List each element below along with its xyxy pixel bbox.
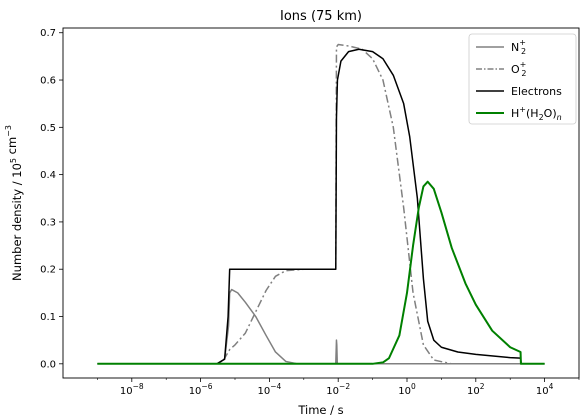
x-tick-label: 10−4 xyxy=(258,382,282,397)
legend-label: Electrons xyxy=(511,85,562,98)
y-tick-label: 0.3 xyxy=(40,217,56,228)
y-tick-label: 0.4 xyxy=(40,170,56,181)
y-tick-label: 0.1 xyxy=(40,312,56,323)
legend-label: O+ 2 xyxy=(511,60,526,78)
series-line-2 xyxy=(97,43,545,365)
legend-label: N+ 2 xyxy=(511,38,526,56)
y-tick-label: 0.7 xyxy=(40,28,56,39)
x-tick-label: 10−6 xyxy=(189,382,213,397)
y-axis-label: Number density / 105 cm−3 xyxy=(4,125,24,281)
y-tick-label: 0.6 xyxy=(40,76,56,87)
legend-label: H+(H2O)n xyxy=(511,105,562,122)
y-tick-label: 0.0 xyxy=(40,359,56,370)
x-tick-label: 104 xyxy=(536,382,554,397)
chart-title: Ions (75 km) xyxy=(280,9,362,24)
plot-area: 10−8 10−6 10−4 10−2 100 102 104 0.0 0.1 0.2 0.3 0.4… xyxy=(40,27,580,397)
x-tick-label: 100 xyxy=(398,382,416,397)
x-tick-label: 102 xyxy=(467,382,485,397)
x-axis-label: Time / s xyxy=(297,403,343,417)
series-line-4 xyxy=(97,180,545,365)
legend: N+ 2 O+ 2 Electrons H+(H2O)n xyxy=(468,33,577,125)
plot-frame xyxy=(62,27,580,379)
y-tick-label: 0.2 xyxy=(40,265,56,276)
y-tick-label: 0.5 xyxy=(40,123,56,134)
series-line-3 xyxy=(97,48,545,365)
x-tick-label: 10−2 xyxy=(326,382,350,397)
series-line-1 xyxy=(97,288,545,365)
legend-box xyxy=(468,33,577,125)
x-tick-label: 10−8 xyxy=(120,382,144,397)
